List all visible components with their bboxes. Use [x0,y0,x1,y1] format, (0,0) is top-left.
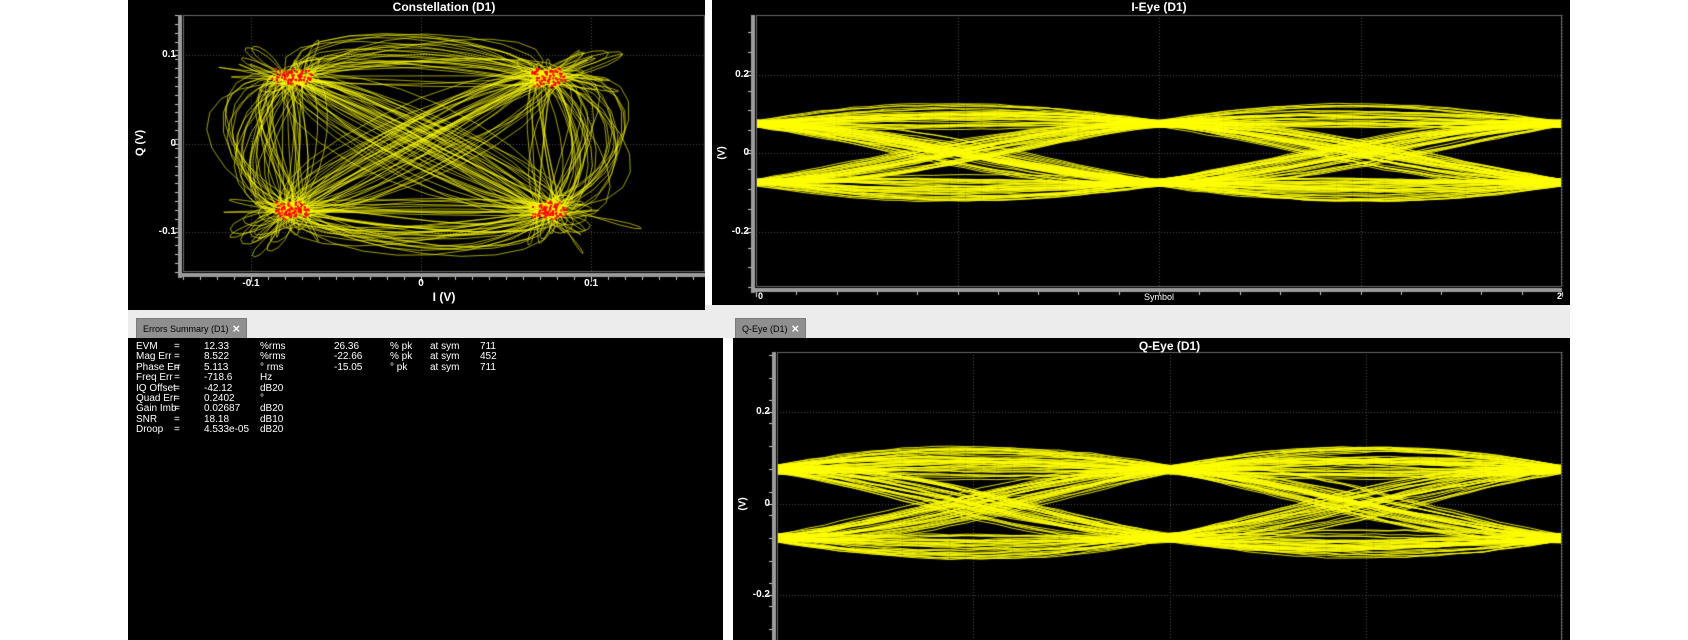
close-icon[interactable]: × [791,321,800,336]
errors-cell-pk_unit: ° pk [390,361,408,373]
tab-strip [128,305,1570,338]
errors-row: Droop = 4.533e-05 dB20 [128,425,723,436]
i-eye-panel: I-Eye (D1) Symbol (V) 0 2 0.2 0 -0.2 [712,0,1570,305]
x-tick-label: 0 [758,291,764,301]
errors-cell-pk: -15.05 [334,361,363,373]
errors-cell-value: 8.522 [204,351,230,363]
close-icon[interactable]: × [232,321,241,336]
errors-cell-unit: ° [260,393,264,404]
errors-row: SNR = 18.18 dB10 [128,413,723,426]
q-eye-plot[interactable] [733,338,1570,640]
errors-cell-at_label: at sym [430,361,460,373]
errors-cell-name: SNR [136,413,158,425]
q-eye-y-axis-label: (V) [737,497,749,511]
constellation-title: Constellation (D1) [392,0,496,14]
i-eye-y-axis-label: (V) [716,146,728,160]
errors-cell-unit: dB20 [260,403,284,415]
errors-cell-value: 4.533e-05 [204,424,250,436]
y-tick-label: -0.2 [752,589,770,601]
errors-cell-eq: = [174,393,180,404]
errors-cell-unit: ° rms [260,361,284,373]
errors-cell-eq: = [174,341,180,352]
x-tick-label: 2 [1556,291,1562,301]
y-tick-label: 0.1 [162,48,176,60]
errors-cell-unit: dB20 [260,382,284,394]
i-eye-x-axis-label: Symbol [1143,292,1174,302]
y-tick-label: 0.2 [756,406,770,418]
constellation-plot[interactable] [128,0,705,310]
errors-cell-unit: Hz [260,372,273,384]
q-eye-panel: Q-Eye (D1) (V) 0.2 0 -0.2 [733,338,1570,640]
y-tick-label: 0 [170,137,176,149]
errors-cell-pk: 26.36 [334,341,360,352]
errors-row: Freq Err = -718.6 Hz [128,373,723,384]
errors-cell-eq: = [174,403,180,415]
errors-cell-value: 18.18 [204,413,230,425]
errors-cell-value: -42.12 [204,382,233,394]
x-tick-label: -0.1 [242,278,260,289]
errors-summary-panel: EVM = 12.33 %rms 26.36% pk at sym 711 Mag Err = 8… [128,338,723,640]
constellation-panel: Constellation (D1) I (V) Q (V) -0.1 0 0.1 0… [128,0,705,310]
errors-cell-name: EVM [136,341,158,352]
errors-row: IQ Offset = -42.12 dB20 [128,382,723,395]
q-eye-title: Q-Eye (D1) [1138,339,1201,353]
errors-cell-pk: -22.66 [334,351,363,363]
tab-q-eye[interactable]: Q-Eye (D1) × [735,318,807,338]
i-eye-plot[interactable] [712,0,1570,305]
y-tick-label: 0 [743,147,749,159]
errors-cell-name: Gain Imb [136,403,177,415]
errors-row: Quad Err = 0.2402 ° [128,394,723,405]
errors-row: Mag Err = 8.522 %rms -22.66 % pk at sym 452 [128,352,723,363]
errors-cell-value: -718.6 [204,372,233,384]
i-eye-title: I-Eye (D1) [1131,0,1187,14]
constellation-y-axis-label: Q (V) [134,129,146,157]
errors-row: Phase Err = 5.113 ° rms -15.05 ° pk at sym 711 [128,361,723,374]
errors-cell-eq: = [174,413,180,425]
tab-errors-summary[interactable]: Errors Summary (D1) × [136,318,248,338]
errors-cell-unit: %rms [260,351,286,363]
errors-cell-unit: %rms [260,341,286,352]
errors-cell-value: 0.2402 [204,393,235,404]
errors-cell-name: IQ Offset [136,382,176,394]
errors-cell-pk_unit: % pk [390,351,413,363]
errors-cell-eq: = [174,372,180,384]
errors-cell-unit: dB20 [260,424,284,436]
errors-cell-at_label: at sym [430,341,460,352]
errors-cell-name: Mag Err [136,351,172,363]
errors-cell-value: 0.02687 [204,403,241,415]
errors-cell-name: Freq Err [136,372,173,384]
errors-cell-at_label: at sym [430,351,460,363]
x-tick-label: 0.1 [584,278,599,289]
errors-cell-name: Quad Err [136,393,177,404]
tab-q-eye-label: Q-Eye (D1) [742,323,788,334]
y-tick-label: -0.2 [731,225,749,237]
errors-row: Gain Imb = 0.02687 dB20 [128,404,723,415]
errors-cell-eq: = [174,424,180,436]
x-tick-label: 0 [418,278,424,289]
errors-cell-value: 12.33 [204,341,230,352]
errors-cell-at_value: 452 [480,351,497,363]
constellation-x-axis-label: I (V) [432,290,456,304]
errors-cell-unit: dB10 [260,413,284,425]
errors-cell-eq: = [174,351,180,363]
errors-cell-eq: = [174,361,180,373]
errors-cell-value: 5.113 [204,361,229,373]
errors-cell-at_value: 711 [480,341,496,352]
tab-errors-summary-label: Errors Summary (D1) [143,323,229,334]
errors-cell-eq: = [174,382,180,394]
errors-summary-table: EVM = 12.33 %rms 26.36% pk at sym 711 Mag Err = 8… [128,338,723,640]
errors-row: EVM = 12.33 %rms 26.36 % pk at sym 711 [128,342,723,353]
errors-cell-name: Droop [136,424,164,436]
y-tick-label: 0.2 [735,68,749,80]
y-tick-label: -0.1 [158,226,176,238]
y-tick-label: 0 [764,497,770,509]
errors-cell-at_value: 711 [480,361,496,373]
errors-cell-pk_unit: % pk [390,341,413,352]
errors-cell-name: Phase Err [136,361,181,373]
